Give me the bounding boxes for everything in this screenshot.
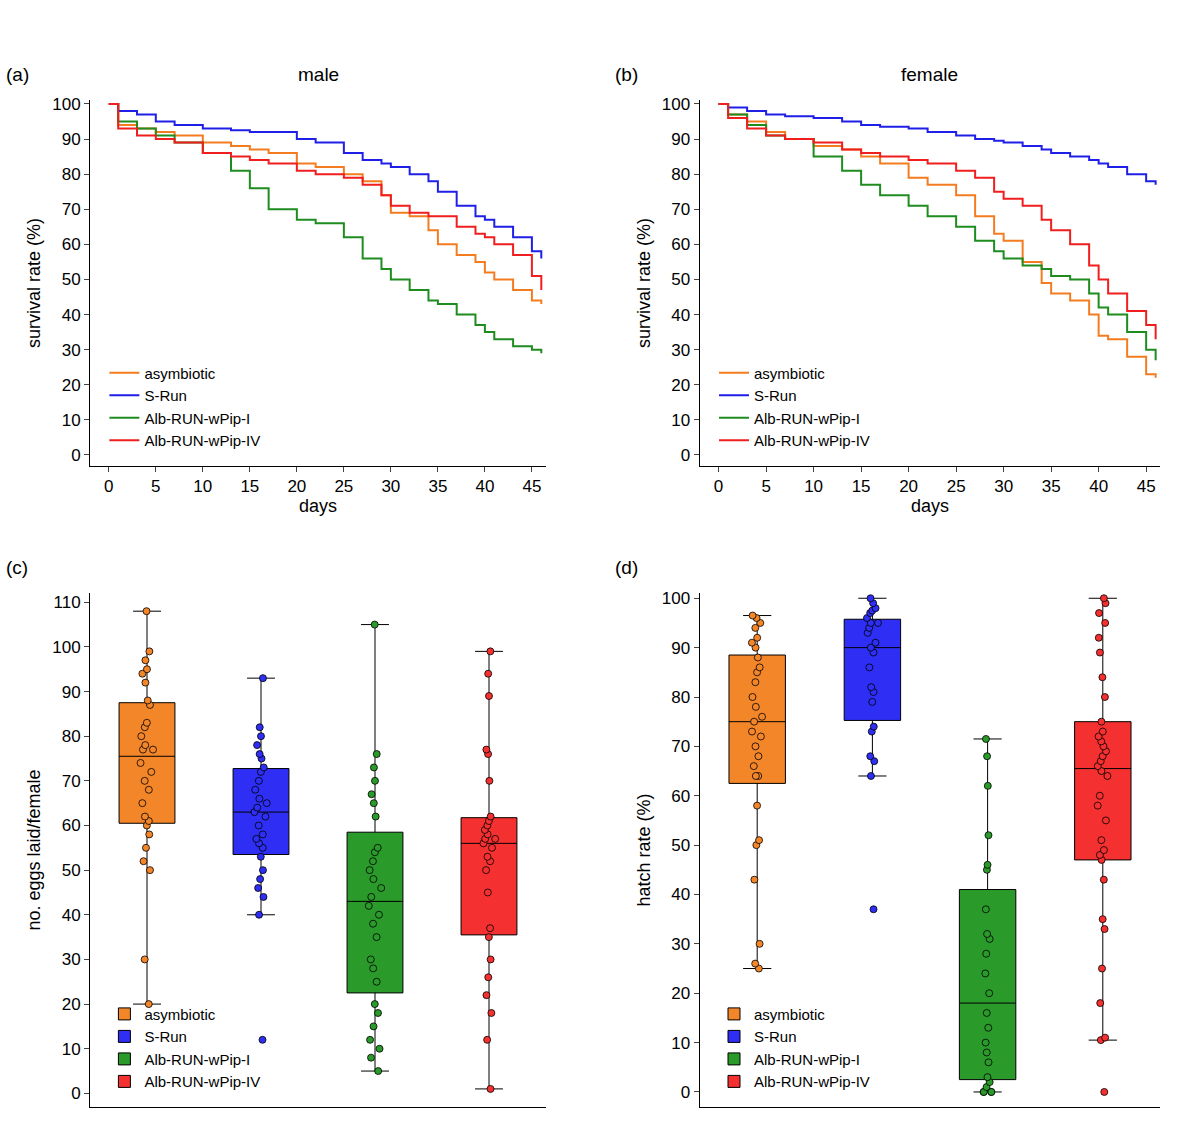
svg-text:40: 40 [62, 306, 81, 325]
svg-text:40: 40 [62, 906, 81, 925]
svg-text:10: 10 [671, 1034, 690, 1053]
svg-text:40: 40 [671, 306, 690, 325]
svg-text:100: 100 [52, 638, 80, 657]
svg-text:45: 45 [1137, 477, 1156, 496]
svg-text:days: days [299, 496, 337, 516]
svg-text:20: 20 [62, 995, 81, 1014]
svg-text:survival rate (%): survival rate (%) [634, 218, 654, 348]
svg-text:80: 80 [671, 688, 690, 707]
svg-text:100: 100 [52, 95, 80, 114]
svg-text:70: 70 [62, 200, 81, 219]
svg-text:asymbiotic: asymbiotic [754, 1006, 825, 1023]
svg-text:0: 0 [71, 1084, 80, 1103]
svg-text:15: 15 [240, 477, 259, 496]
svg-text:20: 20 [671, 984, 690, 1003]
svg-text:30: 30 [671, 341, 690, 360]
svg-text:10: 10 [62, 411, 81, 430]
svg-text:25: 25 [334, 477, 353, 496]
svg-text:20: 20 [62, 376, 81, 395]
svg-text:5: 5 [151, 477, 160, 496]
svg-text:10: 10 [193, 477, 212, 496]
svg-text:80: 80 [62, 727, 81, 746]
svg-text:20: 20 [671, 376, 690, 395]
svg-text:35: 35 [1042, 477, 1061, 496]
svg-text:10: 10 [804, 477, 823, 496]
svg-text:(d): (d) [615, 557, 638, 578]
svg-text:40: 40 [1089, 477, 1108, 496]
svg-text:50: 50 [62, 270, 81, 289]
svg-text:Alb-RUN-wPip-IV: Alb-RUN-wPip-IV [754, 1073, 870, 1090]
svg-text:30: 30 [62, 341, 81, 360]
svg-text:no. eggs laid/female: no. eggs laid/female [24, 769, 44, 930]
svg-text:110: 110 [53, 593, 80, 612]
svg-text:30: 30 [994, 477, 1013, 496]
svg-text:90: 90 [671, 130, 690, 149]
svg-text:female: female [901, 64, 958, 85]
svg-text:(a): (a) [6, 64, 29, 85]
svg-text:30: 30 [381, 477, 400, 496]
svg-text:90: 90 [671, 639, 690, 658]
svg-text:10: 10 [671, 411, 690, 430]
svg-text:S-Run: S-Run [144, 387, 187, 404]
svg-text:asymbiotic: asymbiotic [754, 365, 825, 382]
svg-text:70: 70 [671, 737, 690, 756]
svg-text:35: 35 [428, 477, 447, 496]
svg-text:100: 100 [662, 95, 690, 114]
svg-text:S-Run: S-Run [754, 1028, 797, 1045]
svg-text:S-Run: S-Run [754, 387, 797, 404]
svg-text:0: 0 [104, 477, 113, 496]
svg-text:60: 60 [671, 235, 690, 254]
svg-text:80: 80 [671, 165, 690, 184]
svg-text:70: 70 [671, 200, 690, 219]
svg-text:(c): (c) [6, 557, 28, 578]
svg-text:50: 50 [671, 836, 690, 855]
svg-text:25: 25 [947, 477, 966, 496]
svg-text:80: 80 [62, 165, 81, 184]
svg-text:45: 45 [522, 477, 541, 496]
svg-text:Alb-RUN-wPip-IV: Alb-RUN-wPip-IV [754, 432, 870, 449]
svg-text:5: 5 [761, 477, 770, 496]
svg-text:survival rate (%): survival rate (%) [24, 218, 44, 348]
svg-text:asymbiotic: asymbiotic [144, 365, 215, 382]
svg-text:S-Run: S-Run [144, 1028, 187, 1045]
svg-text:100: 100 [662, 589, 690, 608]
svg-text:Alb-RUN-wPip-I: Alb-RUN-wPip-I [144, 410, 250, 427]
svg-text:10: 10 [62, 1040, 81, 1059]
svg-text:(b): (b) [615, 64, 638, 85]
svg-text:40: 40 [671, 885, 690, 904]
svg-text:50: 50 [62, 861, 81, 880]
svg-text:20: 20 [899, 477, 918, 496]
svg-text:20: 20 [287, 477, 306, 496]
svg-text:0: 0 [681, 1083, 690, 1102]
svg-text:30: 30 [62, 950, 81, 969]
svg-text:asymbiotic: asymbiotic [144, 1006, 215, 1023]
svg-text:70: 70 [62, 772, 81, 791]
svg-text:Alb-RUN-wPip-I: Alb-RUN-wPip-I [144, 1051, 250, 1068]
svg-text:40: 40 [475, 477, 494, 496]
svg-text:50: 50 [671, 270, 690, 289]
svg-text:90: 90 [62, 683, 81, 702]
svg-text:Alb-RUN-wPip-I: Alb-RUN-wPip-I [754, 1051, 860, 1068]
svg-text:0: 0 [681, 446, 690, 465]
svg-text:0: 0 [71, 446, 80, 465]
svg-text:60: 60 [62, 235, 81, 254]
svg-text:hatch rate (%): hatch rate (%) [634, 794, 654, 907]
svg-text:90: 90 [62, 130, 81, 149]
svg-text:days: days [911, 496, 949, 516]
svg-text:30: 30 [671, 935, 690, 954]
svg-text:Alb-RUN-wPip-IV: Alb-RUN-wPip-IV [144, 1073, 260, 1090]
svg-text:60: 60 [671, 787, 690, 806]
svg-text:15: 15 [852, 477, 871, 496]
svg-text:60: 60 [62, 816, 81, 835]
svg-text:Alb-RUN-wPip-IV: Alb-RUN-wPip-IV [144, 432, 260, 449]
svg-text:Alb-RUN-wPip-I: Alb-RUN-wPip-I [754, 410, 860, 427]
svg-text:0: 0 [714, 477, 723, 496]
svg-text:male: male [298, 64, 339, 85]
